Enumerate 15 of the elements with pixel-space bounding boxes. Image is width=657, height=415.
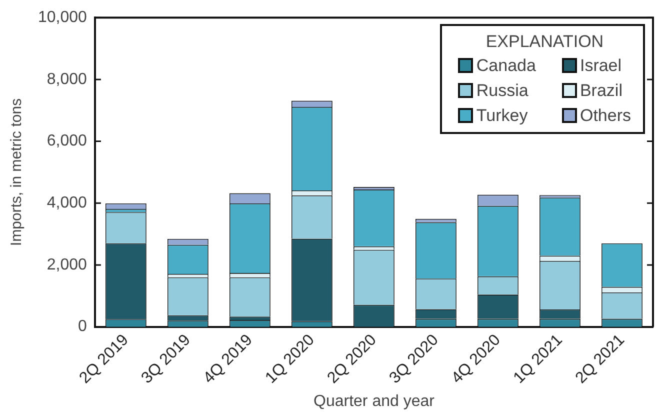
y-tick-label: 4,000 [46, 194, 88, 212]
y-tick-label: 10,000 [38, 9, 88, 26]
legend-label: Israel [580, 56, 622, 76]
legend-label: Brazil [580, 80, 622, 101]
legend-label: Canada [476, 56, 536, 76]
legend-label: Russia [476, 80, 528, 101]
x-axis-title: Quarter and year [313, 392, 436, 410]
y-tick-label: 0 [78, 318, 88, 336]
y-tick-label: 8,000 [46, 70, 88, 88]
y-tick-label: 6,000 [46, 132, 88, 150]
legend-label: Others [580, 106, 631, 126]
y-axis-title: Imports, in metric tons [8, 98, 26, 246]
legend-title: EXPLANATION [484, 32, 605, 52]
y-tick-label: 2,000 [46, 256, 88, 274]
legend-label: Turkey [476, 106, 528, 126]
